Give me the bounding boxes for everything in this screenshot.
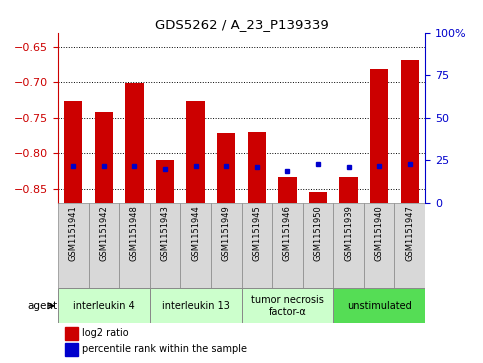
Text: GSM1151941: GSM1151941 [69, 205, 78, 261]
Bar [217, 134, 235, 203]
Bar [303, 203, 333, 288]
Text: percentile rank within the sample: percentile rank within the sample [82, 344, 247, 354]
Text: tumor necrosis
factor-α: tumor necrosis factor-α [251, 295, 324, 317]
Text: GSM1151939: GSM1151939 [344, 205, 353, 261]
Bar [65, 343, 78, 356]
Text: unstimulated: unstimulated [347, 301, 412, 311]
Text: GSM1151947: GSM1151947 [405, 205, 414, 261]
Text: GSM1151949: GSM1151949 [222, 205, 231, 261]
Text: GSM1151942: GSM1151942 [99, 205, 108, 261]
Bar [309, 192, 327, 203]
Text: interleukin 4: interleukin 4 [73, 301, 135, 311]
Bar [272, 203, 303, 288]
Text: GSM1151948: GSM1151948 [130, 205, 139, 261]
Bar [150, 288, 242, 323]
Bar [333, 203, 364, 288]
Text: GSM1151950: GSM1151950 [313, 205, 323, 261]
Bar [88, 203, 119, 288]
Bar [186, 101, 205, 203]
Bar [64, 101, 83, 203]
Text: GSM1151946: GSM1151946 [283, 205, 292, 261]
Bar [242, 203, 272, 288]
Bar [242, 288, 333, 323]
Text: GSM1151945: GSM1151945 [252, 205, 261, 261]
Bar [333, 288, 425, 323]
Bar [95, 112, 113, 203]
Bar [58, 203, 88, 288]
Bar [150, 203, 180, 288]
Bar [278, 178, 297, 203]
Title: GDS5262 / A_23_P139339: GDS5262 / A_23_P139339 [155, 19, 328, 32]
Bar [370, 69, 388, 203]
Bar [364, 203, 395, 288]
Bar [58, 288, 150, 323]
Bar [395, 203, 425, 288]
Bar [340, 177, 358, 203]
Bar [65, 327, 78, 339]
Bar [125, 83, 143, 203]
Bar [400, 60, 419, 203]
Text: GSM1151940: GSM1151940 [375, 205, 384, 261]
Bar [119, 203, 150, 288]
Bar [211, 203, 242, 288]
Bar [180, 203, 211, 288]
Text: GSM1151943: GSM1151943 [160, 205, 170, 261]
Text: agent: agent [28, 301, 58, 311]
Text: log2 ratio: log2 ratio [82, 328, 128, 338]
Text: GSM1151944: GSM1151944 [191, 205, 200, 261]
Bar [248, 132, 266, 203]
Text: interleukin 13: interleukin 13 [162, 301, 229, 311]
Bar [156, 160, 174, 203]
